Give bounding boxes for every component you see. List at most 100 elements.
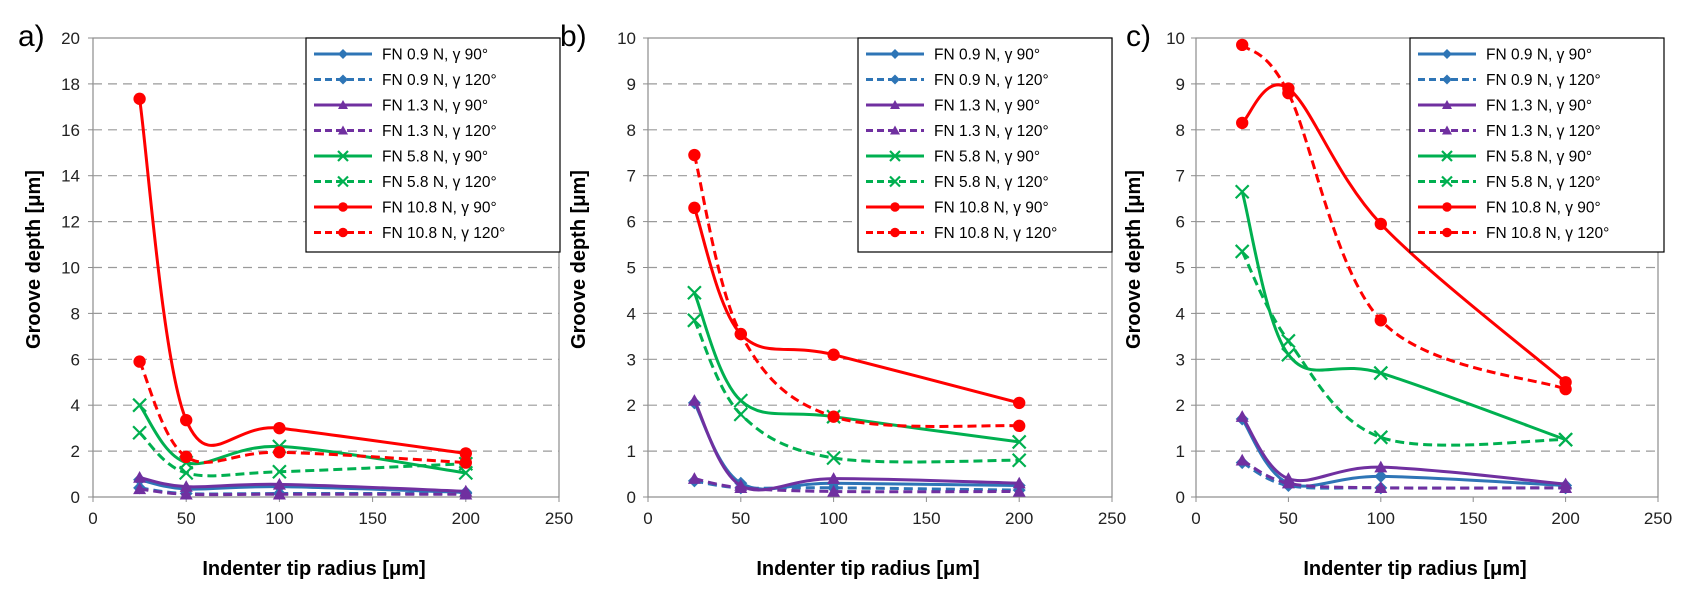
data-point [1281,333,1296,349]
data-point [272,477,286,490]
data-point [1013,396,1026,410]
data-point [827,472,841,484]
x-axis-label: Indenter tip radius [μm] [1303,558,1526,580]
y-tick-label: 12 [61,213,80,232]
series-4 [1235,453,1573,494]
legend-marker [890,202,900,212]
series-line [1240,191,1567,442]
legend-entry: FN 1.3 N, γ 90° [1486,98,1592,115]
data-point [459,456,472,469]
y-axis-label: Groove depth [μm] [568,170,590,349]
y-tick-label: 9 [627,75,636,94]
data-point [1559,382,1572,396]
legend-entry: FN 1.3 N, γ 90° [382,98,488,115]
series-line [1240,415,1566,486]
series-line [139,476,466,493]
data-point [734,327,747,341]
data-point [1281,347,1296,362]
y-tick-label: 4 [1176,304,1185,323]
data-point [1011,434,1027,450]
data-point [132,397,147,413]
y-tick-label: 1 [627,442,636,461]
data-point [827,348,840,361]
series-line [1241,43,1567,391]
series-line [694,477,1020,494]
legend-marker [890,125,900,135]
series-line [139,478,466,494]
y-tick-label: 6 [1176,213,1185,232]
x-tick-label: 50 [731,509,750,528]
panel-label: c) [1126,20,1151,53]
data-point [687,285,702,301]
x-tick-label: 50 [177,509,196,528]
y-tick-label: 3 [627,350,636,369]
legend-box [857,37,1113,253]
y-tick-label: 3 [1176,350,1185,369]
data-point [133,482,147,495]
x-tick-label: 150 [1459,509,1487,528]
series-4 [687,472,1026,497]
data-point [687,394,701,406]
legend-marker [1442,125,1452,135]
data-point [734,481,748,494]
legend-entry: FN 5.8 N, γ 90° [1486,149,1592,166]
data-point [1235,410,1249,422]
y-tick-label: 0 [71,488,80,507]
data-point [273,421,286,435]
legend-entry: FN 10.8 N, γ 90° [1486,200,1601,217]
legend-marker [1442,227,1452,238]
series-line [694,479,1020,492]
series-line [693,319,1020,464]
y-tick-label: 16 [61,121,80,140]
legend-marker [890,49,900,59]
y-tick-label: 2 [1176,396,1185,415]
y-tick-label: 1 [1176,442,1185,461]
data-point [1374,217,1387,231]
x-axis-label: Indenter tip radius [μm] [756,558,979,580]
data-point [827,410,840,423]
y-tick-label: 8 [1176,121,1185,140]
series-line [138,404,467,475]
legend-box [305,37,561,253]
legend-marker [1442,100,1452,109]
data-point [132,425,147,441]
series-7 [133,92,472,460]
data-point [133,470,147,483]
legend-marker [890,227,900,238]
x-tick-label: 50 [1279,509,1298,528]
legend-marker [1442,202,1452,212]
y-tick-label: 18 [61,75,80,94]
data-point [1012,476,1026,489]
data-point [1374,469,1388,483]
x-tick-label: 150 [358,509,386,528]
series-8 [688,148,1026,433]
y-tick-label: 6 [627,213,636,232]
x-tick-label: 200 [1551,509,1579,528]
y-tick-label: 4 [71,396,80,415]
legend-entry: FN 0.9 N, γ 90° [934,47,1040,64]
data-point [459,487,473,500]
data-point [1234,184,1250,200]
data-point [459,447,472,460]
series-4 [133,482,473,500]
legend-entry: FN 5.8 N, γ 120° [382,174,497,191]
data-point [1282,86,1295,100]
data-point [133,355,146,368]
x-tick-label: 150 [912,509,940,528]
y-tick-label: 10 [617,29,636,48]
y-tick-label: 10 [61,259,80,278]
series-6 [687,313,1027,468]
y-tick-label: 10 [1166,29,1185,48]
data-point [1373,430,1389,445]
x-tick-label: 250 [545,509,573,528]
x-tick-label: 0 [88,509,97,528]
series-line [1240,250,1566,447]
legend-marker [1441,150,1453,162]
data-point [1012,484,1026,497]
legend-marker [338,227,348,238]
legend-entry: FN 0.9 N, γ 90° [382,47,488,64]
legend: FN 0.9 N, γ 90° FN 0.9 N, γ 120° FN 1.3 N,… [1409,37,1665,253]
legend-marker [338,125,348,135]
x-tick-label: 0 [1191,509,1200,528]
